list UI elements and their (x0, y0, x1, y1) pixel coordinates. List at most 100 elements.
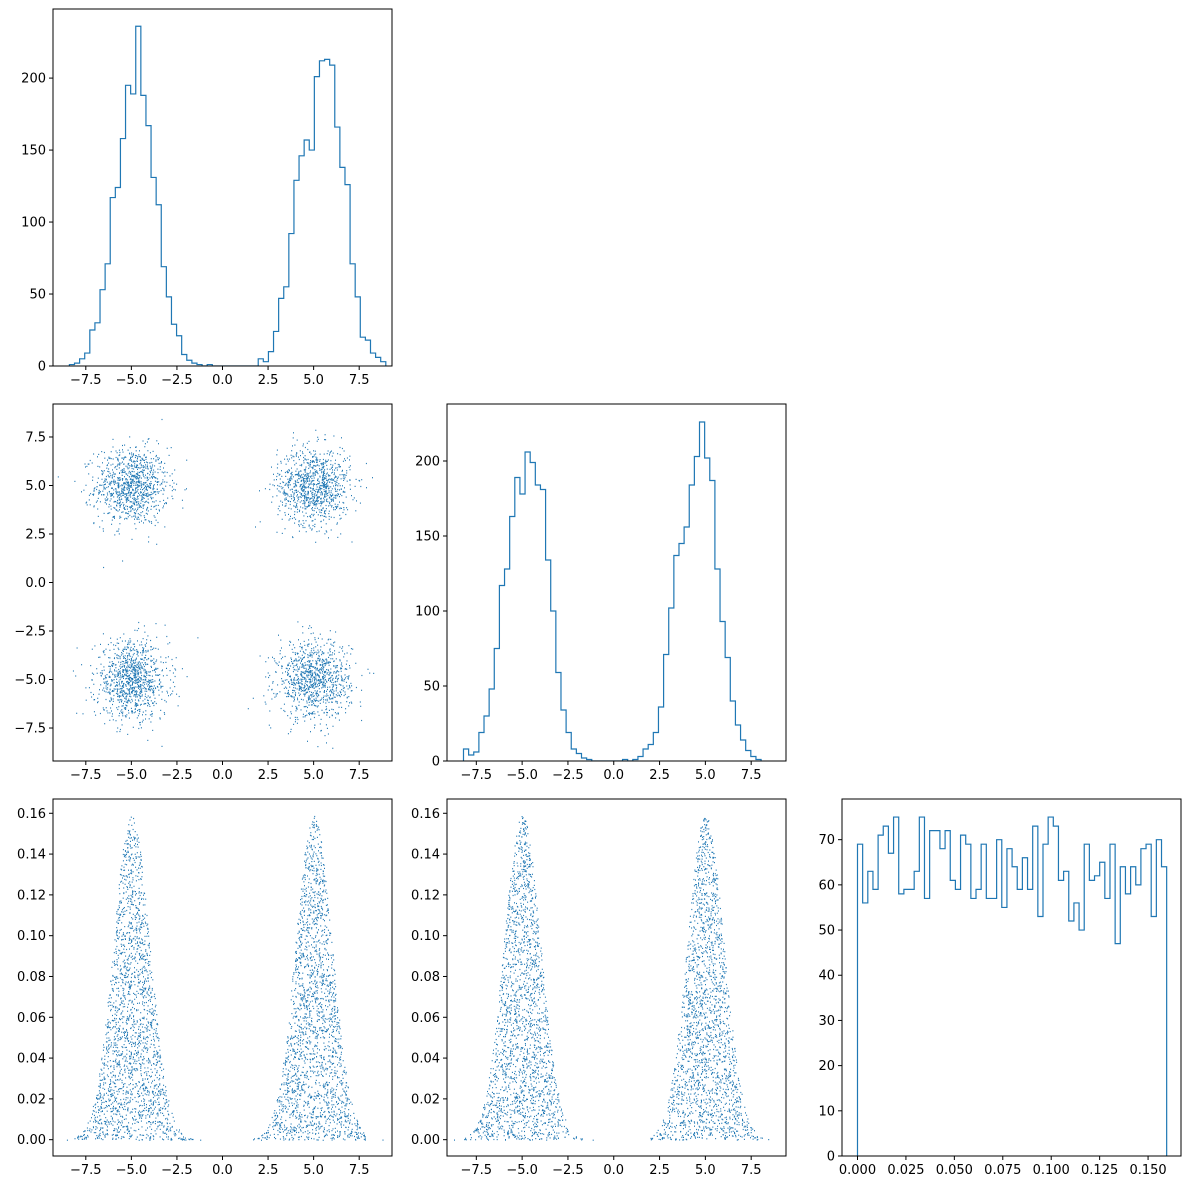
scatter-point (322, 464, 324, 466)
scatter-point (326, 711, 328, 714)
scatter-point (151, 659, 153, 662)
scatter-point (310, 653, 312, 656)
scatter-point (165, 701, 167, 703)
scatter-point (90, 665, 92, 667)
scatter-point (302, 485, 303, 488)
scatter-point (285, 503, 287, 505)
scatter-point (131, 656, 133, 658)
scatter-point (322, 669, 324, 671)
scatter-point (121, 491, 123, 493)
scatter-point (327, 480, 329, 482)
scatter-point (296, 679, 298, 681)
scatter-point (109, 649, 111, 651)
scatter-point (134, 711, 136, 713)
scatter-point (151, 710, 153, 712)
scatter-point (338, 683, 340, 685)
scatter-point (303, 994, 305, 996)
scatter-point (322, 1114, 324, 1116)
scatter-point (282, 486, 284, 489)
scatter-point (123, 471, 125, 473)
scatter-point (336, 713, 338, 715)
scatter-point (141, 679, 143, 681)
scatter-point (147, 468, 149, 470)
scatter-point (317, 711, 319, 713)
scatter-point (158, 462, 160, 464)
scatter-point (144, 1099, 146, 1101)
scatter-point (122, 671, 124, 673)
scatter-point (321, 973, 323, 975)
scatter-point (319, 1002, 321, 1004)
scatter-point (125, 697, 127, 699)
scatter-point (310, 483, 312, 485)
scatter-point (312, 1030, 314, 1032)
scatter-point (321, 463, 323, 465)
scatter-point (296, 481, 298, 483)
scatter-point (348, 684, 350, 687)
scatter-point (141, 691, 143, 693)
scatter-point (112, 703, 113, 706)
scatter-point (144, 698, 146, 700)
scatter-point (84, 463, 86, 465)
scatter-point (154, 680, 156, 682)
scatter-point (329, 468, 331, 470)
scatter-point (121, 699, 123, 701)
scatter-point (154, 471, 156, 473)
scatter-point (349, 459, 350, 461)
scatter-point (144, 657, 146, 659)
scatter-point (119, 690, 121, 692)
scatter-point (321, 503, 322, 505)
scatter-point (117, 485, 119, 487)
scatter-point (305, 491, 307, 493)
scatter-point (139, 492, 141, 494)
scatter-point (131, 483, 133, 485)
scatter-point (130, 506, 132, 508)
scatter-point (121, 681, 123, 683)
scatter-point (328, 701, 330, 703)
scatter-point (302, 478, 304, 480)
scatter-point (142, 719, 144, 721)
scatter-point (292, 1139, 294, 1141)
scatter-point (289, 478, 291, 481)
scatter-point (336, 1083, 338, 1085)
scatter-point (313, 485, 314, 487)
scatter-point (299, 492, 301, 494)
scatter-point (147, 650, 149, 653)
scatter-point (319, 981, 321, 983)
scatter-point (130, 1097, 132, 1099)
scatter-point (296, 1128, 297, 1130)
scatter-point (107, 712, 109, 714)
scatter-point (284, 512, 286, 514)
scatter-point (133, 694, 135, 696)
scatter-point (301, 1085, 302, 1087)
scatter-point (135, 846, 137, 848)
scatter-point (316, 470, 318, 472)
scatter-point (328, 488, 329, 490)
scatter-point (135, 704, 137, 706)
scatter-point (130, 1051, 132, 1053)
scatter-point (147, 671, 149, 673)
scatter-point (312, 1059, 314, 1061)
scatter-point (76, 712, 78, 714)
scatter-point (91, 679, 93, 681)
scatter-point (131, 650, 133, 652)
scatter-point (350, 701, 352, 703)
scatter-point (105, 683, 107, 685)
scatter-point (128, 717, 130, 719)
scatter-point (325, 709, 327, 711)
scatter-point (327, 450, 329, 452)
scatter-point (288, 507, 290, 509)
scatter-point (322, 875, 324, 877)
scatter-point (295, 694, 296, 697)
scatter-point (328, 510, 330, 512)
scatter-point (309, 472, 311, 474)
scatter-point (322, 980, 323, 982)
scatter-point (122, 511, 124, 513)
scatter-point (135, 450, 137, 452)
scatter-point (136, 483, 138, 486)
scatter-point (310, 664, 312, 666)
scatter-point (159, 718, 161, 720)
scatter-point (113, 690, 115, 692)
scatter-point (327, 652, 329, 654)
scatter-point (133, 1020, 135, 1022)
scatter-point (284, 458, 286, 460)
